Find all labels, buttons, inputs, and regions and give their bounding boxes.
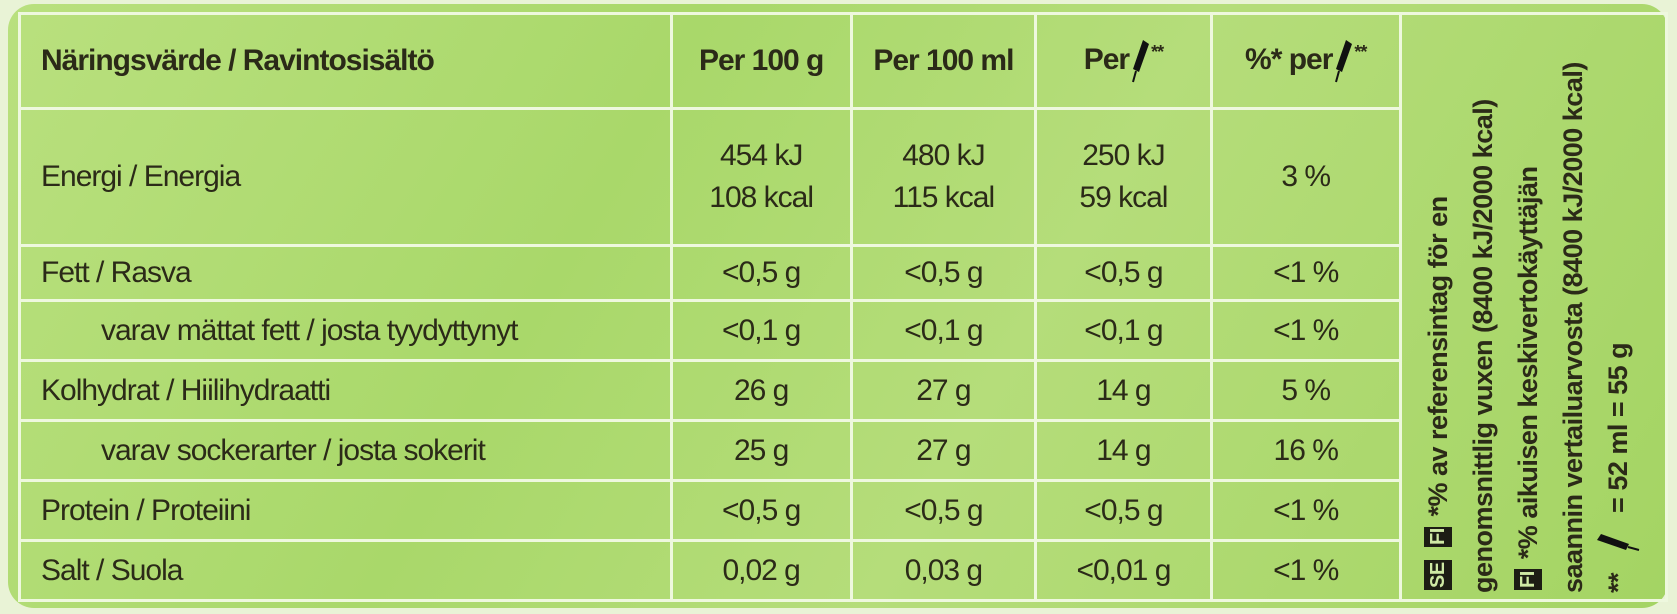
row-label: Energi / Energia [18, 107, 673, 247]
label-panel: Näringsvärde / Ravintosisältö Per 100 g … [8, 4, 1669, 608]
cell: <0,5 g [1034, 479, 1213, 542]
cell: <0,5 g [849, 244, 1038, 302]
cell: <1 % [1209, 539, 1402, 602]
badge: SE [1423, 560, 1452, 590]
note-text: = 52 ml = 55 g [1602, 342, 1633, 513]
row-label: varav mättat fett / josta tyydyttynyt [18, 299, 673, 362]
cell: 27 g [849, 419, 1038, 482]
badge: FI [1423, 526, 1452, 548]
cell: <0,5 g [669, 479, 853, 542]
header-text: Per [1083, 42, 1130, 76]
note-line: ** = 52 ml = 55 g [1596, 23, 1641, 593]
cell: 14 g [1034, 419, 1213, 482]
cell: 480 kJ 115 kcal [849, 107, 1038, 247]
row: Fett / Rasva <0,5 g <0,5 g <0,5 g <1 % [18, 244, 1667, 302]
cell: 25 g [669, 419, 853, 482]
note-text: *% aikuisen keskivertokäyttäjän [1512, 166, 1543, 560]
note-line: FI *% aikuisen keskivertokäyttäjän [1506, 23, 1551, 593]
row: Salt / Suola 0,02 g 0,03 g <0,01 g <1 % [18, 539, 1667, 602]
cell-line: 59 kcal [1079, 181, 1168, 214]
cell: 454 kJ 108 kcal [669, 107, 853, 247]
row-label: Fett / Rasva [18, 244, 673, 302]
icon [1132, 40, 1150, 83]
cell-line: 115 kcal [892, 181, 996, 214]
cell: 3 % [1209, 107, 1402, 247]
cell: <0,5 g [849, 479, 1038, 542]
cell: 250 kJ 59 kcal [1034, 107, 1213, 247]
cell: 5 % [1209, 359, 1402, 422]
cell: <0,1 g [1034, 299, 1213, 362]
notes: SE FI *% av referensintag för en genomsn… [1416, 23, 1669, 593]
cell-line: 480 kJ [902, 139, 985, 172]
note-text: *% av referensintag för en [1422, 196, 1453, 517]
header-cell: Per ** [1034, 12, 1213, 110]
note-line: genomsnittlig vuxen (8400 kJ/2000 kcal) [1467, 99, 1498, 593]
cell: <0,5 g [669, 244, 853, 302]
note-text: ** [1602, 572, 1633, 593]
cell-line: 250 kJ [1082, 139, 1165, 172]
row-label: Kolhydrat / Hiilihydraatti [18, 359, 673, 422]
header-cell: Per 100 g [669, 12, 853, 110]
cell: 16 % [1209, 419, 1402, 482]
cell-line: 108 kcal [709, 181, 814, 214]
cell: <1 % [1209, 299, 1402, 362]
row-label: Salt / Suola [18, 539, 673, 602]
cell: <0,5 g [1034, 244, 1213, 302]
header-text: ** [1354, 41, 1367, 62]
header-row: Näringsvärde / Ravintosisältö Per 100 g … [18, 12, 1669, 602]
cell-line: 454 kJ [719, 139, 803, 172]
row: varav mättat fett / josta tyydyttynyt <0,… [18, 299, 1667, 362]
cell: <1 % [1209, 479, 1402, 542]
row-label: Protein / Proteiini [18, 479, 673, 542]
cell: <0,1 g [669, 299, 853, 362]
cell: 0,02 g [669, 539, 853, 602]
cell: <1 % [1209, 244, 1402, 302]
nutrition-table: Näringsvärde / Ravintosisältö Per 100 g … [18, 12, 1669, 602]
cell: 26 g [669, 359, 853, 422]
header-text: ** [1151, 41, 1164, 62]
icon [1335, 40, 1353, 83]
cell: <0,1 g [849, 299, 1038, 362]
header-cell: Per 100 ml [849, 12, 1038, 110]
header-label: Näringsvärde / Ravintosisältö [18, 12, 673, 110]
note-line: saannin vertailuarvosta (8400 kJ/2000 kc… [1557, 62, 1588, 593]
badge: FI [1513, 569, 1542, 590]
row: Protein / Proteiini <0,5 g <0,5 g <0,5 g <1 … [18, 479, 1667, 542]
header-cell: %* per ** [1209, 12, 1402, 110]
icon [1596, 533, 1640, 551]
row: varav sockerarter / josta sokerit 25 g 27 … [18, 419, 1667, 482]
header-text: %* per [1245, 42, 1333, 76]
notes-cell: SE FI *% av referensintag för en genomsn… [1398, 12, 1669, 602]
row: Energi / Energia 454 kJ 108 kcal 480 kJ 11… [18, 107, 1667, 247]
row-label: varav sockerarter / josta sokerit [18, 419, 673, 482]
cell: 27 g [849, 359, 1038, 422]
note-line: SE FI *% av referensintag för en [1416, 23, 1461, 593]
cell: 0,03 g [849, 539, 1038, 602]
cell: <0,01 g [1034, 539, 1213, 602]
cell: 14 g [1034, 359, 1213, 422]
